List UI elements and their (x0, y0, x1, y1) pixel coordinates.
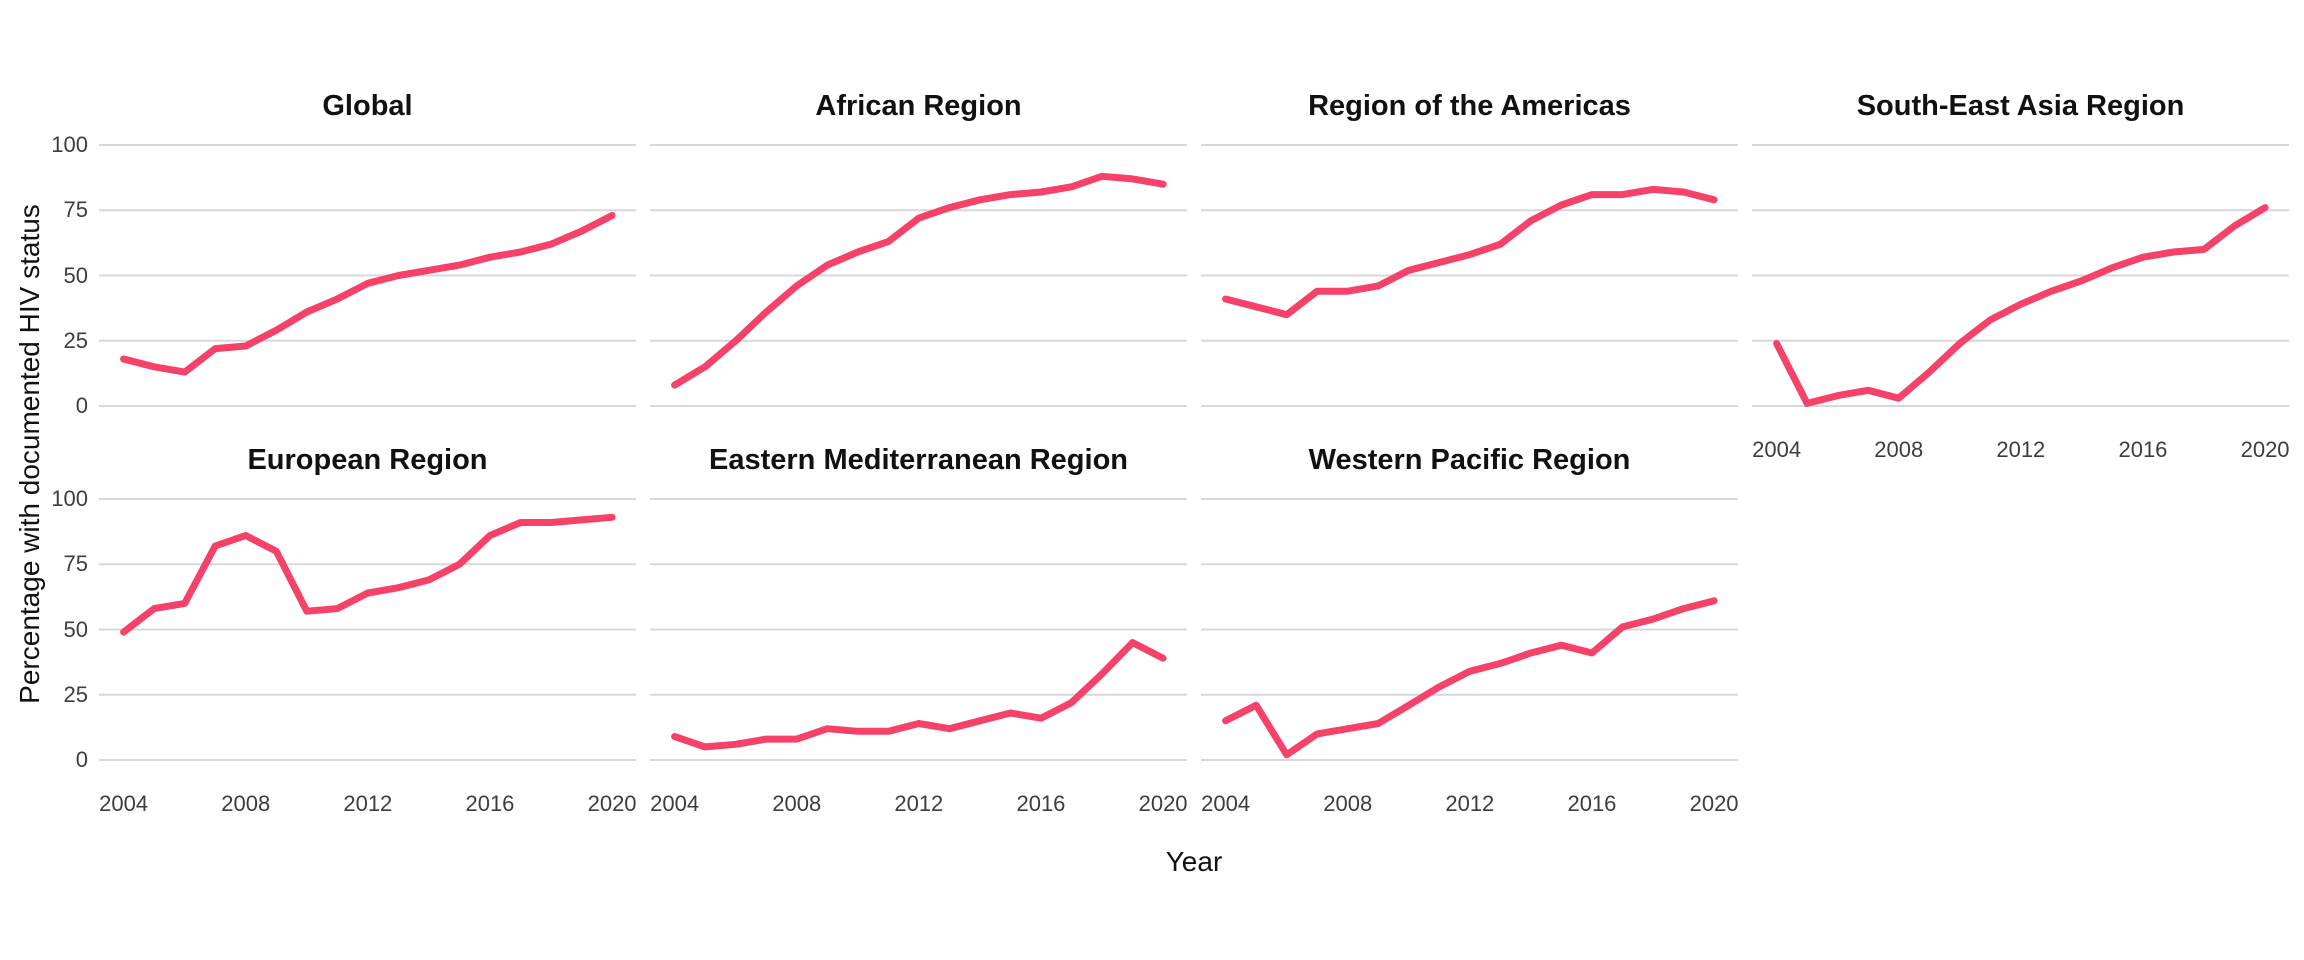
x-tick-label: 2020 (1689, 791, 1739, 816)
facet-title-region-of-the-americas: Region of the Americas (1308, 90, 1631, 122)
trend-line-global (120, 212, 616, 376)
y-tick-label: 50 (63, 616, 88, 642)
trend-line-western-pacific-region (1222, 597, 1718, 759)
facet-title-european-region: European Region (247, 444, 488, 476)
facet-title-african-region: African Region (815, 90, 1022, 122)
x-tick-label: 2004 (1201, 791, 1251, 816)
y-tick-label: 75 (63, 197, 88, 223)
facet-plot-area (1201, 498, 1738, 761)
y-axis-label: Percentage with documented HIV status (14, 204, 45, 704)
facet-panel-south-east-asia-region (1752, 132, 2289, 419)
facet-plot-area (650, 144, 1187, 407)
y-tick-label: 0 (75, 393, 88, 418)
facet-plot-area (650, 498, 1187, 761)
x-tick-label: 2012 (1996, 437, 2046, 462)
y-tick-label: 100 (51, 132, 88, 157)
x-tick-label: 2020 (1138, 791, 1188, 816)
x-tick-label: 2016 (1567, 791, 1617, 816)
facet-panel-eastern-mediterranean-region (650, 486, 1187, 773)
facet-title-western-pacific-region: Western Pacific Region (1308, 444, 1631, 476)
facet-panel-global (99, 132, 636, 419)
x-tick-label: 2016 (2118, 437, 2168, 462)
y-tick-label: 75 (63, 551, 88, 577)
facet-panel-african-region (650, 132, 1187, 419)
y-tick-label: 100 (51, 486, 88, 511)
trend-line-eastern-mediterranean-region (671, 639, 1167, 751)
facet-plot-area (1201, 144, 1738, 407)
facet-plot-area (1752, 144, 2289, 407)
facet-title-global: Global (322, 90, 413, 122)
x-tick-label: 2012 (894, 791, 944, 816)
x-tick-label: 2016 (465, 791, 515, 816)
x-tick-label: 2008 (772, 791, 822, 816)
x-tick-label: 2020 (587, 791, 637, 816)
x-tick-label: 2016 (1016, 791, 1066, 816)
x-tick-label: 2004 (650, 791, 700, 816)
x-tick-label: 2008 (1874, 437, 1924, 462)
x-axis-label: Year (1165, 846, 1223, 877)
y-tick-label: 50 (63, 262, 88, 288)
facet-title-eastern-mediterranean-region: Eastern Mediterranean Region (709, 444, 1128, 476)
facet-panel-region-of-the-americas (1201, 132, 1738, 419)
x-tick-label: 2008 (221, 791, 271, 816)
facet-panel-european-region (99, 486, 636, 773)
y-tick-label: 25 (63, 327, 88, 353)
x-tick-label: 2012 (1445, 791, 1495, 816)
x-tick-label: 2012 (343, 791, 393, 816)
trend-line-european-region (120, 513, 616, 636)
x-tick-label: 2020 (2240, 437, 2290, 462)
facet-plot-area (99, 144, 636, 407)
facet-title-south-east-asia-region: South-East Asia Region (1856, 90, 2185, 122)
y-tick-label: 25 (63, 681, 88, 707)
y-tick-label: 0 (75, 747, 88, 772)
trend-line-african-region (671, 172, 1167, 389)
x-tick-label: 2008 (1323, 791, 1373, 816)
facet-panel-western-pacific-region (1201, 486, 1738, 773)
trend-line-south-east-asia-region (1773, 204, 2269, 407)
trend-line-region-of-the-americas (1222, 185, 1718, 319)
facet-plot-area (99, 498, 636, 761)
x-tick-label: 2004 (1752, 437, 1802, 462)
x-tick-label: 2004 (99, 791, 149, 816)
